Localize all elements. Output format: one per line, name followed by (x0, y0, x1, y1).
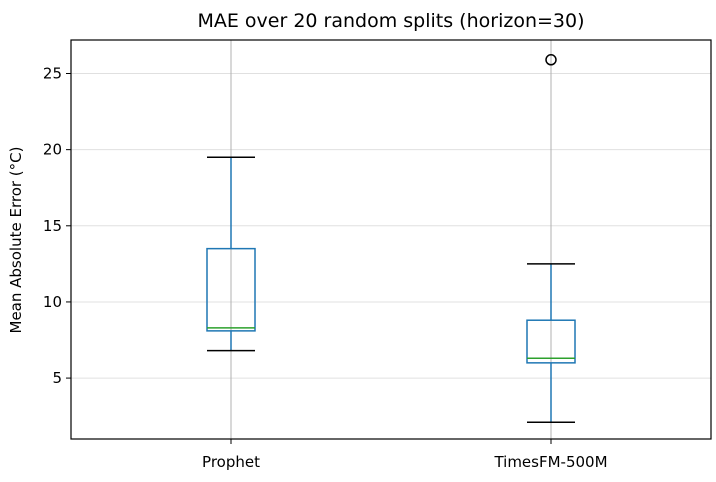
x-tick-label: TimesFM-500M (493, 453, 607, 471)
x-axis: Prophet TimesFM-500M (202, 439, 608, 471)
y-tick-label: 5 (52, 369, 62, 387)
y-axis: 5 10 15 20 25 (43, 65, 71, 387)
x-grid-layer (230, 40, 552, 439)
box-iqr (526, 319, 576, 364)
grid-layer (71, 73, 711, 379)
x-tick-label: Prophet (202, 453, 260, 471)
plot-frame (70, 39, 712, 440)
box-prophet (206, 156, 256, 352)
boxes-layer (206, 54, 576, 423)
y-tick-label: 10 (43, 293, 62, 311)
outlier-point (545, 54, 557, 66)
y-tick-label: 25 (43, 65, 62, 83)
box-iqr (206, 247, 256, 332)
y-tick-label: 20 (43, 141, 62, 159)
y-axis-label: Mean Absolute Error (°C) (7, 147, 25, 334)
chart-title: MAE over 20 random splits (horizon=30) (197, 10, 584, 32)
box-timesfm-500m (526, 54, 576, 423)
y-tick-label: 15 (43, 217, 62, 235)
